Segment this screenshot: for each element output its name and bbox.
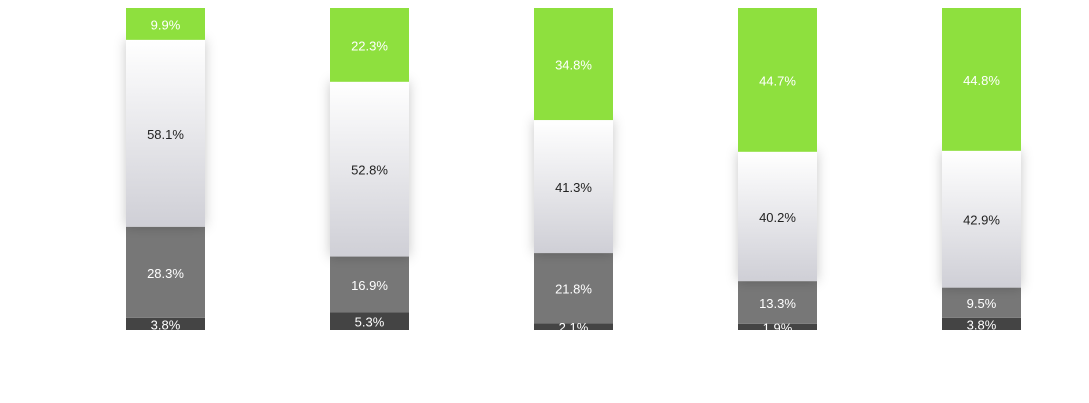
- bar-segment-s3-2: [330, 81, 409, 257]
- bar-segment-s2-5: [942, 287, 1021, 318]
- data-label-s3-3: 41.3%: [555, 180, 592, 195]
- data-label-s1-2: 5.3%: [355, 315, 385, 330]
- data-label-s3-4: 40.2%: [759, 210, 796, 225]
- bar-segment-s1-2: [330, 312, 409, 330]
- data-label-s4-2: 22.3%: [351, 38, 388, 53]
- data-label-s2-3: 21.8%: [555, 282, 592, 297]
- data-label-s1-4: 1.9%: [763, 320, 793, 335]
- bar-segment-s3-4: [738, 151, 817, 282]
- data-label-s4-3: 34.8%: [555, 58, 592, 73]
- data-label-s1-5: 3.8%: [967, 317, 997, 332]
- data-label-s1-3: 2.1%: [559, 320, 589, 335]
- bar-segment-s3-3: [534, 120, 613, 254]
- data-label-s3-2: 52.8%: [351, 163, 388, 178]
- data-label-s4-1: 9.9%: [151, 17, 181, 32]
- bar-stack-1: 3.8% 28.3% 58.1% 9.9%: [126, 8, 205, 332]
- bar-segment-s1-1: [126, 317, 205, 330]
- data-label-s1-1: 3.8%: [151, 317, 181, 332]
- data-label-s3-1: 58.1%: [147, 127, 184, 142]
- data-label-s3-5: 42.9%: [963, 213, 1000, 228]
- data-label-s2-4: 13.3%: [759, 296, 796, 311]
- bar-segment-s2-3: [534, 253, 613, 324]
- bar-segment-s4-4: [738, 8, 817, 152]
- bar-segment-s1-5: [942, 317, 1021, 330]
- bar-stack-3: 2.1% 21.8% 41.3% 34.8%: [534, 8, 613, 335]
- bar-stack-5: 3.8% 9.5% 42.9% 44.8%: [942, 8, 1021, 332]
- bar-segment-s4-5: [942, 8, 1021, 151]
- data-label-s4-4: 44.7%: [759, 73, 796, 88]
- bar-segment-s4-2: [330, 8, 409, 82]
- data-label-s2-2: 16.9%: [351, 278, 388, 293]
- data-label-s4-5: 44.8%: [963, 73, 1000, 88]
- bar-segment-s3-1: [126, 39, 205, 227]
- bar-segment-s2-4: [738, 281, 817, 324]
- bar-segment-s2-2: [330, 256, 409, 313]
- bar-segment-s4-3: [534, 8, 613, 121]
- bar-segment-s4-1: [126, 8, 205, 40]
- bar-segment-s3-5: [942, 150, 1021, 288]
- bar-stack-4: 1.9% 13.3% 40.2% 44.7%: [738, 8, 817, 335]
- bar-stack-2: 5.3% 16.9% 52.8% 22.3%: [330, 8, 409, 330]
- data-label-s2-1: 28.3%: [147, 266, 184, 281]
- bar-segment-s1-3: [534, 323, 613, 330]
- bar-segment-s1-4: [738, 323, 817, 330]
- bar-segment-s2-1: [126, 226, 205, 318]
- data-label-s2-5: 9.5%: [967, 296, 997, 311]
